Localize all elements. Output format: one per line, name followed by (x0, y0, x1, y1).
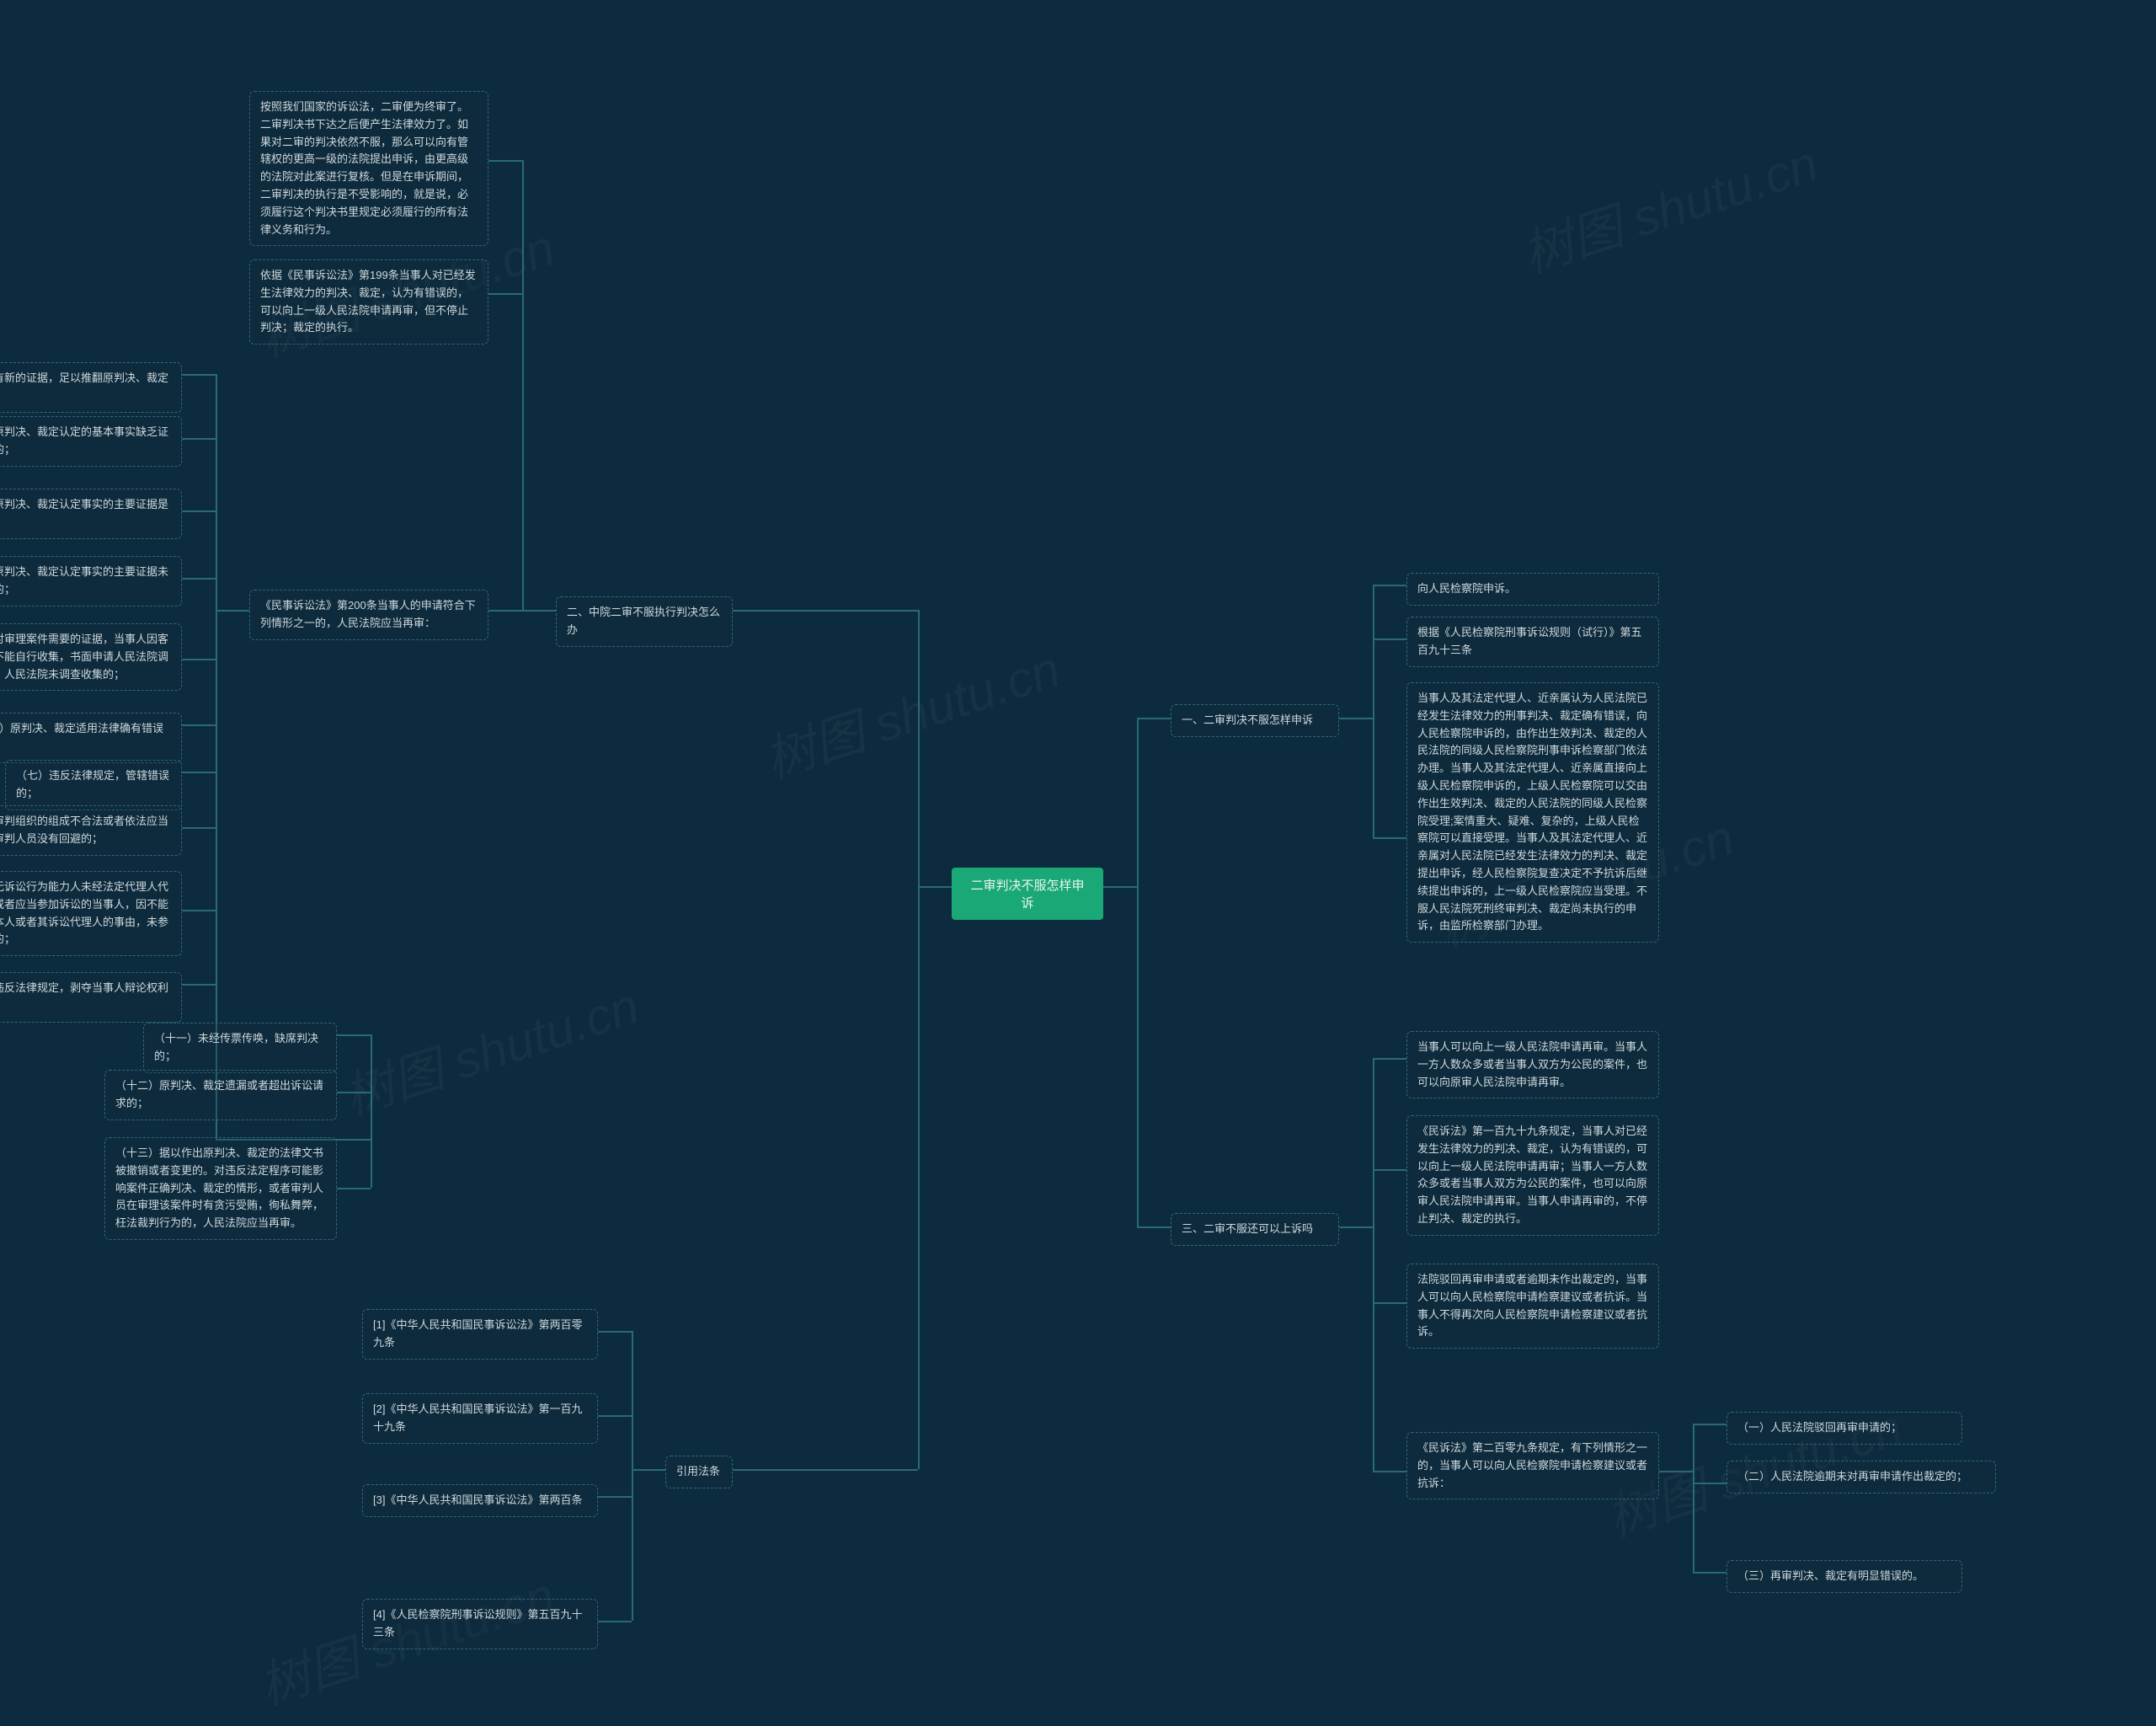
b2-c3-s13: （十三）据以作出原判决、裁定的法律文书被撤销或者变更的。对违反法定程序可能影响案… (104, 1137, 337, 1240)
b3-c1: 当事人可以向上一级人民法院申请再审。当事人一方人数众多或者当事人双方为公民的案件… (1406, 1031, 1659, 1098)
law-l3: [3]《中华人民共和国民事诉讼法》第两百条 (362, 1484, 598, 1517)
law-l1: [1]《中华人民共和国民事诉讼法》第两百零九条 (362, 1309, 598, 1360)
b3-c4-s2: （二）人民法院逾期未对再审申请作出裁定的； (1726, 1461, 1996, 1494)
branch-2: 二、中院二审不服执行判决怎么办 (556, 596, 733, 647)
b2-c3-s1: （一）有新的证据，足以推翻原判决、裁定的； (0, 362, 182, 413)
connector (1373, 585, 1374, 837)
connector (733, 1469, 918, 1471)
connector (488, 293, 522, 295)
connector (1373, 585, 1406, 586)
connector (1693, 1424, 1726, 1425)
connector (182, 438, 216, 440)
b2-c3-s9: （九）无诉讼行为能力人未经法定代理人代为诉讼或者应当参加诉讼的当事人，因不能归责… (0, 871, 182, 956)
connector (182, 984, 216, 986)
b3-c4: 《民诉法》第二百零九条规定，有下列情形之一的，当事人可以向人民检察院申请检察建议… (1406, 1432, 1659, 1499)
connector (337, 1034, 371, 1036)
connector (182, 659, 216, 660)
connector (371, 1034, 372, 1139)
b2-c1: 按照我们国家的诉讼法，二审便为终审了。二审判决书下达之后便产生法律效力了。如果对… (249, 91, 488, 246)
connector (182, 724, 216, 726)
connector (182, 827, 216, 829)
connector (522, 610, 556, 612)
connector (1339, 1226, 1373, 1228)
connector (1373, 1471, 1406, 1472)
connector (1373, 1302, 1406, 1304)
law-l4: [4]《人民检察院刑事诉讼规则》第五百九十三条 (362, 1599, 598, 1649)
connector (1137, 1226, 1171, 1228)
watermark: 树图 shutu.cn (333, 965, 647, 1130)
b2-c3-s10: （十）违反法律规定，剥夺当事人辩论权利的； (0, 972, 182, 1023)
b2-c3-s5: （五）对审理案件需要的证据，当事人因客观原因不能自行收集，书面申请人民法院调查收… (0, 623, 182, 691)
connector (216, 610, 249, 612)
connector (918, 886, 952, 888)
b1-c3: 当事人及其法定代理人、近亲属认为人民法院已经发生法律效力的刑事判决、裁定确有错误… (1406, 682, 1659, 943)
b1-c2: 根据《人民检察院刑事诉讼规则（试行）》第五百九十三条 (1406, 617, 1659, 667)
b2-c3-s12: （十二）原判决、裁定遗漏或者超出诉讼请求的； (104, 1070, 337, 1120)
b2-c2: 依据《民事诉讼法》第199条当事人对已经发生法律效力的判决、裁定，认为有错误的，… (249, 259, 488, 345)
connector (1373, 1169, 1406, 1171)
branch-1: 一、二审判决不服怎样申诉 (1171, 704, 1339, 737)
b3-c4-s1: （一）人民法院驳回再审申请的； (1726, 1412, 1962, 1445)
connector (1137, 718, 1171, 719)
b3-c3: 法院驳回再审申请或者逾期未作出裁定的，当事人可以向人民检察院申请检察建议或者抗诉… (1406, 1264, 1659, 1349)
b3-c4-s3: （三）再审判决、裁定有明显错误的。 (1726, 1560, 1962, 1593)
connector (1373, 1058, 1406, 1060)
b2-c3: 《民事诉讼法》第200条当事人的申请符合下列情形之一的，人民法院应当再审： (249, 590, 488, 640)
b3-c2: 《民诉法》第一百九十九条规定，当事人对已经发生法律效力的判决、裁定，认为有错误的… (1406, 1115, 1659, 1236)
b2-c3-s3: （三）原判决、裁定认定事实的主要证据是伪造的； (0, 489, 182, 539)
b1-c1: 向人民检察院申诉。 (1406, 573, 1659, 606)
connector (598, 1621, 632, 1622)
b2-c3-s7: （七）违反法律规定，管辖错误的； (5, 760, 182, 810)
connector (598, 1331, 632, 1333)
connector (1373, 837, 1406, 839)
connector (182, 772, 216, 773)
connector (182, 510, 216, 512)
connector (488, 610, 522, 612)
connector (182, 910, 216, 911)
branch-3: 三、二审不服还可以上诉吗 (1171, 1213, 1339, 1246)
connector (522, 160, 524, 610)
b2-c3-s4: （四）原判决、裁定认定事实的主要证据未经质证的； (0, 556, 182, 607)
connector (488, 160, 522, 162)
connector (632, 1331, 633, 1621)
connector (337, 1188, 371, 1189)
b2-c3-s2: （二）原判决、裁定认定的基本事实缺乏证据证明的； (0, 416, 182, 467)
connector (1659, 1471, 1693, 1472)
connector (182, 374, 216, 376)
connector (1339, 718, 1373, 719)
b2-c3-s11: （十一）未经传票传唤，缺席判决的； (143, 1023, 337, 1073)
connector (598, 1496, 632, 1498)
connector (1137, 718, 1139, 1226)
connector (1103, 886, 1137, 888)
connector (1373, 1058, 1374, 1471)
b2-c3-s6: （六）原判决、裁定适用法律确有错误的； (0, 713, 182, 763)
connector (1693, 1483, 1726, 1484)
connector (632, 1469, 665, 1471)
watermark: 树图 shutu.cn (1512, 123, 1826, 287)
connector (1693, 1572, 1726, 1574)
branch-law: 引用法条 (665, 1456, 733, 1488)
connector (733, 610, 918, 612)
b2-c3-s8: （八）审判组织的组成不合法或者依法应当回避的审判人员没有回避的； (0, 805, 182, 856)
law-l2: [2]《中华人民共和国民事诉讼法》第一百九十九条 (362, 1393, 598, 1444)
connector (371, 1139, 372, 1188)
connector (918, 610, 920, 1469)
connector (1373, 639, 1406, 640)
connector (598, 1415, 632, 1417)
connector (1693, 1424, 1694, 1572)
watermark: 树图 shutu.cn (754, 628, 1068, 793)
connector (182, 578, 216, 580)
connector (337, 1092, 371, 1093)
root-node: 二审判决不服怎样申诉 (952, 868, 1103, 920)
